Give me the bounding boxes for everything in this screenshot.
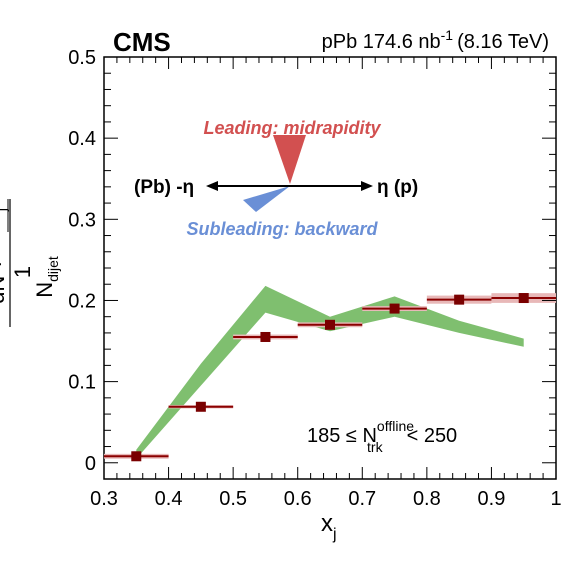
- data-point: [325, 319, 335, 330]
- x-tick-label: 0.5: [219, 488, 247, 510]
- data-point: [454, 294, 465, 305]
- y-axis-label: 1 dNdijet xj Ndijet: [0, 199, 61, 327]
- arrow-right-head: [361, 181, 373, 191]
- data-points-layer: [104, 293, 556, 462]
- y-tick-label: 0.3: [68, 209, 96, 231]
- subleading-label: Subleading: backward: [186, 219, 378, 239]
- data-point: [389, 303, 400, 314]
- y-tick-label: 0.1: [68, 372, 96, 394]
- right-eta-label: η (p): [377, 177, 418, 198]
- y-label-denominator: Ndijet: [32, 256, 61, 298]
- subleading-triangle: [243, 186, 290, 212]
- y-tick-label: 0.5: [68, 47, 96, 69]
- y-tick-label: 0.4: [68, 128, 96, 150]
- y-tick-label: 0: [85, 453, 96, 475]
- x-tick-label: 0.3: [90, 488, 118, 510]
- x-tick-label: 0.4: [155, 488, 183, 510]
- x-tick-label: 0.6: [284, 488, 312, 510]
- data-point: [260, 331, 271, 342]
- selection-label: 185 ≤ Noffline trk < 250: [307, 418, 457, 455]
- arrow-left-head: [206, 181, 218, 191]
- theory-band-layer: [136, 285, 524, 459]
- axis-ticks-layer: 0.3 0.4 0.5 0.6 0.7 0.8 0.9 1 0 0.1 0.2 0.3 0.4 0.5: [68, 47, 561, 510]
- data-point: [195, 401, 206, 412]
- x-axis-label: xj: [321, 510, 337, 543]
- y-tick-label: 0.2: [68, 290, 96, 312]
- leading-triangle: [273, 135, 306, 184]
- data-point: [518, 293, 529, 304]
- luminosity-label: pPb 174.6 nb-1 (8.16 TeV): [322, 27, 549, 53]
- x-tick-label: 0.9: [478, 488, 506, 510]
- y-label-one: 1: [10, 266, 35, 278]
- x-tick-label: 0.8: [413, 488, 441, 510]
- x-tick-label: 1: [550, 488, 561, 510]
- data-point: [131, 451, 142, 462]
- cms-label: CMS: [113, 27, 171, 57]
- left-eta-label: (Pb) -η: [134, 177, 194, 198]
- y-label-numerator-x: xj: [0, 208, 9, 222]
- theory-band: [136, 285, 524, 459]
- y-label-numerator: dNdijet: [0, 250, 9, 304]
- leading-label: Leading: midrapidity: [203, 118, 381, 138]
- x-tick-label: 0.7: [348, 488, 376, 510]
